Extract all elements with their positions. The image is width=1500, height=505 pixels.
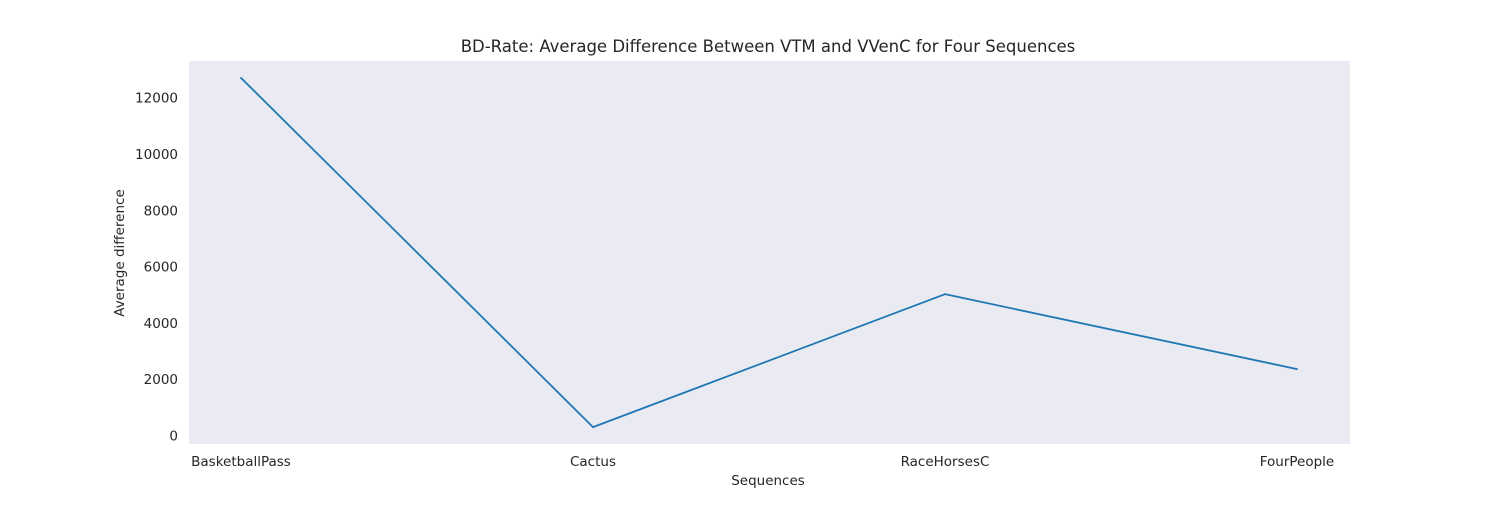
y-tick-label: 8000 [144,203,178,219]
x-tick-label: BasketballPass [191,454,291,470]
series-lines [240,76,1298,429]
x-axis-ticks: BasketballPass Cactus RaceHorsesC FourPeopl… [191,454,1334,470]
x-tick-label: FourPeople [1260,454,1335,470]
y-tick-label: 4000 [144,316,178,332]
y-tick-label: 6000 [144,260,178,276]
y-tick-label: 12000 [135,91,178,107]
y-axis-ticks: 0 2000 4000 6000 8000 10000 12000 [135,91,178,445]
x-tick-label: Cactus [570,454,616,470]
series-line [240,77,1298,429]
plot-area [189,61,1350,444]
chart-title: BD-Rate: Average Difference Between VTM … [461,37,1076,56]
x-axis-label: Sequences [731,473,805,489]
y-axis-label: Average difference [112,189,128,317]
data-point [1296,368,1298,370]
y-tick-label: 0 [169,429,178,445]
y-tick-label: 10000 [135,147,178,163]
x-tick-label: RaceHorsesC [901,454,990,470]
data-point [944,293,946,296]
y-tick-label: 2000 [144,372,178,388]
data-point [240,76,242,79]
data-point [592,426,594,429]
